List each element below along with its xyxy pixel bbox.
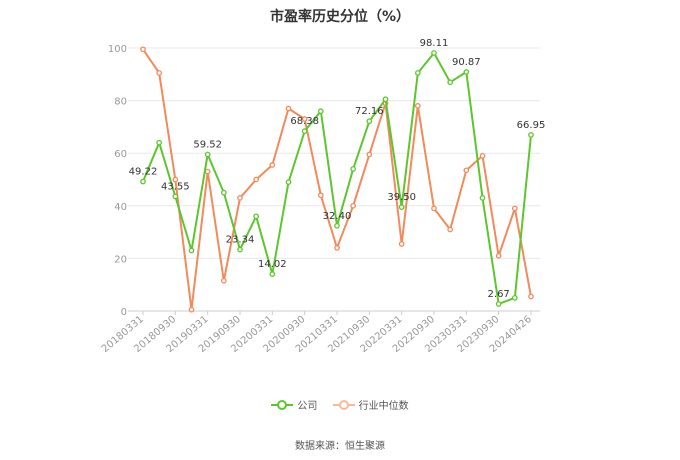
data-point-industry-median [431, 205, 437, 212]
data-point-company [528, 132, 534, 138]
data-point-company [463, 69, 470, 75]
legend-label-industry-median: 行业中位数 [358, 401, 409, 412]
data-point-industry-median [220, 277, 227, 284]
data-point-company [204, 151, 211, 158]
data-point-company [366, 118, 373, 125]
legend-item-industry-median[interactable]: 行业中位数 [332, 397, 409, 412]
data-point-company [511, 294, 518, 301]
data-point-company [253, 213, 260, 220]
data-point-industry-median [463, 167, 470, 174]
data-source: 数据来源：恒生聚源 [295, 441, 385, 452]
data-point-industry-median [188, 306, 195, 313]
data-point-industry-median [511, 205, 518, 212]
data-point-company [495, 301, 502, 307]
data-point-industry-median [398, 241, 405, 247]
y-tick-label: 100 [108, 44, 127, 55]
series-line-industry-median [142, 48, 532, 311]
data-point-company [350, 166, 357, 172]
data-point-company [220, 189, 227, 196]
y-tick-label: 40 [114, 202, 127, 213]
data-point-company [447, 79, 454, 86]
data-point-company [156, 139, 163, 146]
data-point-company [140, 178, 146, 185]
data-point-industry-median [237, 195, 243, 201]
legend-label-company: 公司 [297, 401, 318, 412]
data-point-industry-median [156, 70, 163, 76]
data-point-company [334, 222, 340, 229]
legend: 公司 行业中位数 [0, 397, 680, 413]
data-point-industry-median [479, 152, 486, 159]
data-label: 66.95 [517, 120, 546, 131]
data-point-company [479, 195, 486, 201]
data-point-industry-median [301, 116, 308, 122]
data-label: 72.16 [355, 106, 384, 117]
data-point-company [431, 50, 437, 56]
y-tick-label: 20 [114, 254, 127, 265]
gridlines [128, 47, 540, 259]
data-label: 14.02 [258, 259, 287, 270]
data-label: 59.52 [193, 139, 222, 150]
data-point-industry-median [447, 226, 454, 233]
data-point-industry-median [204, 168, 211, 175]
data-label: 49.22 [129, 167, 158, 178]
data-point-industry-median [414, 103, 421, 109]
data-point-company [317, 108, 324, 114]
data-point-industry-median [172, 176, 179, 183]
chart-title: 市盈率历史分位（%） [269, 9, 411, 25]
data-point-industry-median [253, 176, 260, 183]
legend-item-company[interactable]: 公司 [271, 397, 317, 412]
data-label: 90.87 [452, 57, 481, 68]
data-point-company [237, 246, 243, 253]
data-point-industry-median [350, 202, 357, 209]
data-point-industry-median [317, 192, 324, 199]
data-point-company [398, 204, 405, 210]
data-label: 32.40 [323, 211, 352, 222]
data-point-company [188, 247, 195, 254]
data-point-industry-median [285, 105, 292, 112]
data-point-industry-median [140, 46, 146, 53]
series-lines [140, 46, 534, 313]
y-tick-label: 60 [114, 149, 127, 160]
data-point-industry-median [528, 293, 534, 300]
legend-swatch-company [271, 399, 294, 410]
data-point-industry-median [269, 162, 276, 168]
data-point-company [285, 179, 292, 185]
data-label: 98.11 [420, 38, 449, 49]
data-point-company [269, 271, 276, 277]
series-line-company [142, 51, 532, 305]
data-point-company [172, 193, 179, 200]
data-label: 2.67 [488, 289, 510, 300]
data-point-company [414, 70, 421, 76]
data-point-company [382, 96, 389, 103]
y-tick-label: 80 [114, 97, 127, 108]
legend-swatch-industry-median [332, 399, 355, 410]
data-point-industry-median [334, 245, 340, 251]
data-label: 23.34 [226, 235, 255, 246]
data-label: 43.55 [161, 181, 190, 192]
data-point-company [301, 128, 308, 135]
y-tick-label: 0 [121, 307, 127, 318]
data-label: 68.38 [290, 116, 319, 127]
data-label: 39.50 [387, 192, 416, 203]
data-point-industry-median [495, 252, 502, 259]
data-point-industry-median [366, 151, 373, 158]
axes: 0204060801002018033120180930201903312019… [100, 44, 540, 355]
